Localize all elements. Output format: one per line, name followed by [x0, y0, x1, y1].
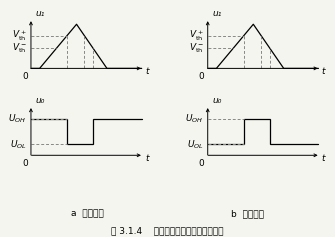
Text: a  反向传输: a 反向传输	[71, 210, 104, 219]
Text: t: t	[322, 67, 325, 76]
Text: $V^-_{\rm th}$: $V^-_{\rm th}$	[12, 41, 26, 55]
Text: 图 3.1.4    施密特触发器的输入输出波形: 图 3.1.4 施密特触发器的输入输出波形	[111, 226, 224, 235]
Text: $V^+_{\rm th}$: $V^+_{\rm th}$	[12, 29, 26, 43]
Text: u₁: u₁	[35, 9, 45, 18]
Text: b  同向传输: b 同向传输	[231, 210, 264, 219]
Text: $U_{OH}$: $U_{OH}$	[8, 113, 26, 125]
Text: 0: 0	[199, 72, 204, 81]
Text: $V^+_{\rm th}$: $V^+_{\rm th}$	[189, 29, 203, 43]
Text: u₀: u₀	[212, 96, 221, 105]
Text: $U_{OL}$: $U_{OL}$	[187, 138, 203, 150]
Text: u₀: u₀	[35, 96, 45, 105]
Text: t: t	[145, 67, 148, 76]
Text: t: t	[322, 154, 325, 163]
Text: 0: 0	[22, 159, 28, 168]
Text: t: t	[145, 154, 148, 163]
Text: $V^-_{\rm th}$: $V^-_{\rm th}$	[189, 41, 203, 55]
Text: 0: 0	[22, 72, 28, 81]
Text: 0: 0	[199, 159, 204, 168]
Text: u₁: u₁	[212, 9, 221, 18]
Text: $U_{OL}$: $U_{OL}$	[10, 138, 26, 150]
Text: $U_{OH}$: $U_{OH}$	[185, 113, 203, 125]
